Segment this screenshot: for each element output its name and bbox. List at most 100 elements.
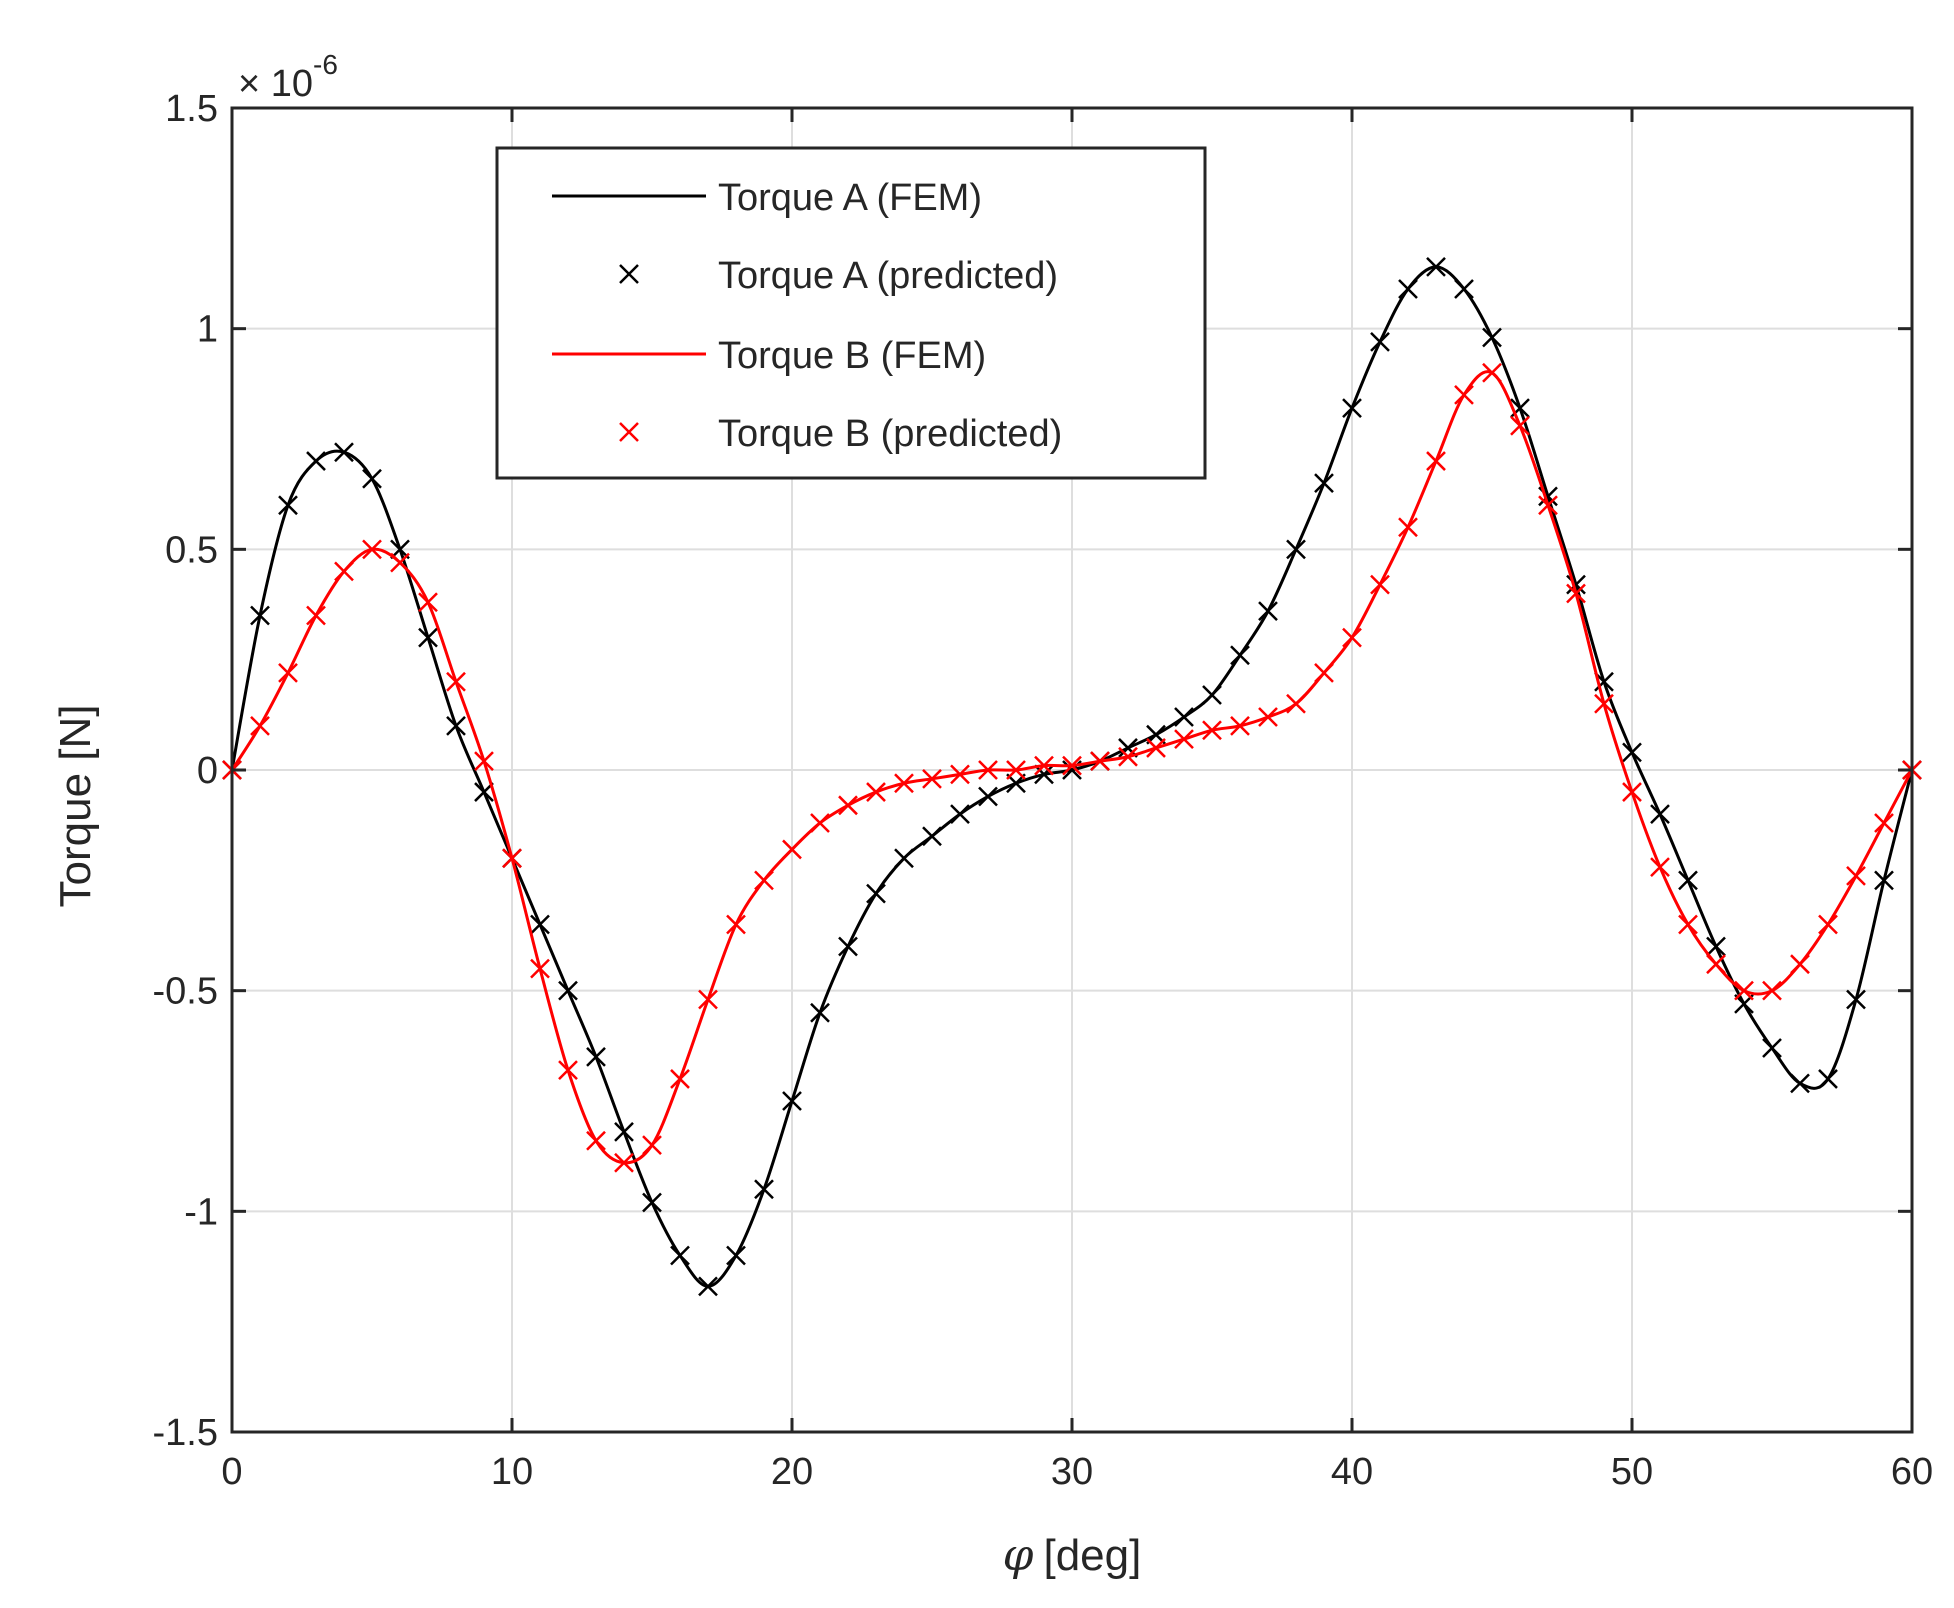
x-axis-label: φ [deg] — [1003, 1530, 1142, 1581]
series-line-torque-b-fem — [230, 370, 1914, 1165]
data-point-torque-a-predicted — [1622, 742, 1642, 763]
data-point-torque-a-predicted — [782, 1091, 802, 1111]
data-point-torque-a-predicted — [1342, 398, 1362, 418]
data-point-torque-a-predicted — [922, 826, 942, 847]
data-point-torque-b-predicted — [1202, 720, 1222, 741]
data-point-torque-a-predicted — [978, 786, 998, 807]
data-point-torque-b-predicted — [1566, 583, 1586, 604]
data-point-torque-a-predicted — [474, 782, 494, 802]
y-tick-label: -0.5 — [153, 971, 218, 1013]
data-point-torque-a-predicted — [1370, 332, 1390, 352]
data-point-torque-b-predicted — [446, 671, 466, 692]
data-point-torque-b-predicted — [642, 1135, 662, 1156]
data-point-torque-b-predicted — [1230, 715, 1250, 736]
data-point-torque-b-predicted — [1706, 954, 1726, 975]
y-scale-prefix: × 10 — [238, 63, 313, 105]
data-point-torque-b-predicted — [922, 768, 942, 789]
data-point-torque-a-predicted — [1426, 256, 1446, 277]
data-point-torque-a-predicted — [1482, 327, 1502, 348]
data-point-torque-b-predicted — [1146, 738, 1166, 758]
data-point-torque-a-predicted — [1202, 685, 1222, 705]
data-point-torque-a-predicted — [1874, 870, 1894, 891]
data-point-torque-b-predicted — [1846, 866, 1866, 886]
data-point-torque-a-predicted — [558, 980, 578, 1001]
y-tick-label: 1.5 — [165, 88, 218, 130]
legend-marker-torque-a-predicted — [619, 264, 639, 284]
x-tick-label: 50 — [1611, 1451, 1653, 1493]
y-axis-label: Torque [N] — [51, 705, 100, 908]
series-torque-b-predicted — [222, 362, 1922, 1173]
x-tick-label: 20 — [771, 1451, 813, 1493]
x-tick-label: 40 — [1331, 1451, 1373, 1493]
data-point-torque-b-predicted — [1734, 980, 1754, 1001]
data-point-torque-a-predicted — [754, 1179, 774, 1200]
data-point-torque-b-predicted — [1510, 415, 1530, 436]
data-point-torque-b-predicted — [1062, 755, 1082, 776]
data-point-torque-b-predicted — [1370, 574, 1390, 595]
data-point-torque-a-predicted — [418, 627, 438, 648]
data-point-torque-a-predicted — [1818, 1069, 1838, 1089]
x-tick-label: 60 — [1891, 1451, 1933, 1493]
data-point-torque-b-predicted — [1454, 384, 1474, 405]
data-point-torque-b-predicted — [950, 764, 970, 785]
y-tick-label: -1.5 — [153, 1412, 218, 1454]
data-point-torque-b-predicted — [1258, 707, 1278, 727]
data-point-torque-a-predicted — [642, 1192, 662, 1213]
data-point-torque-b-predicted — [978, 760, 998, 780]
data-point-torque-b-predicted — [1874, 813, 1894, 833]
y-scale-exponent: -6 — [313, 49, 338, 80]
data-point-torque-b-predicted — [586, 1130, 606, 1151]
data-point-torque-a-predicted — [1454, 279, 1474, 299]
y-tick-label: 0.5 — [165, 529, 218, 571]
data-point-torque-a-predicted — [1706, 936, 1726, 957]
data-point-torque-a-predicted — [586, 1046, 606, 1067]
data-point-torque-b-predicted — [474, 751, 494, 772]
data-point-torque-b-predicted — [1090, 751, 1110, 772]
data-point-torque-b-predicted — [810, 813, 830, 833]
data-point-torque-b-predicted — [670, 1069, 690, 1089]
data-point-torque-a-predicted — [866, 883, 886, 904]
data-point-torque-b-predicted — [1482, 362, 1502, 383]
y-tick-label: -1 — [184, 1191, 218, 1233]
data-point-torque-a-predicted — [1566, 574, 1586, 595]
data-point-torque-b-predicted — [1426, 451, 1446, 471]
data-point-torque-b-predicted — [390, 552, 410, 573]
data-point-torque-a-predicted — [726, 1245, 746, 1266]
data-point-torque-a-predicted — [614, 1122, 634, 1142]
data-point-torque-b-predicted — [1538, 495, 1558, 516]
data-point-torque-a-predicted — [1034, 764, 1054, 785]
x-tick-label: 30 — [1051, 1451, 1093, 1493]
data-point-torque-b-predicted — [530, 958, 550, 979]
data-point-torque-b-predicted — [1398, 517, 1418, 538]
y-tick-label: 0 — [197, 750, 218, 792]
x-axis-symbol: φ — [1003, 1530, 1034, 1581]
data-point-torque-b-predicted — [698, 989, 718, 1010]
series-layer — [222, 256, 1922, 1297]
data-point-torque-a-predicted — [1846, 989, 1866, 1010]
data-point-torque-b-predicted — [502, 848, 522, 869]
data-point-torque-b-predicted — [418, 592, 438, 613]
data-point-torque-b-predicted — [1622, 782, 1642, 802]
data-point-torque-b-predicted — [614, 1152, 634, 1173]
x-axis-unit: [deg] — [1043, 1531, 1141, 1580]
data-point-torque-a-predicted — [670, 1245, 690, 1266]
data-point-torque-b-predicted — [558, 1060, 578, 1080]
data-point-torque-a-predicted — [1678, 870, 1698, 891]
data-point-torque-b-predicted — [1650, 857, 1670, 877]
legend-label-torque-a-predicted: Torque A (predicted) — [718, 255, 1058, 297]
data-point-torque-a-predicted — [334, 442, 354, 463]
legend-label-torque-b-predicted: Torque B (predicted) — [718, 413, 1062, 455]
data-point-torque-b-predicted — [1818, 914, 1838, 935]
data-point-torque-b-predicted — [838, 795, 858, 816]
data-point-torque-b-predicted — [1678, 914, 1698, 935]
data-point-torque-a-predicted — [838, 936, 858, 957]
data-point-torque-b-predicted — [754, 870, 774, 891]
data-point-torque-a-predicted — [1314, 473, 1334, 494]
axis-ticks: 0 10 20 30 40 50 60 -1.5 -1 -0.5 0 0.5 1 1.5 — [153, 88, 1934, 1493]
data-point-torque-a-predicted — [1762, 1038, 1782, 1058]
data-point-torque-b-predicted — [1762, 980, 1782, 1001]
data-point-torque-a-predicted — [698, 1276, 718, 1297]
data-point-torque-b-predicted — [250, 715, 270, 736]
data-point-torque-b-predicted — [1118, 746, 1138, 767]
